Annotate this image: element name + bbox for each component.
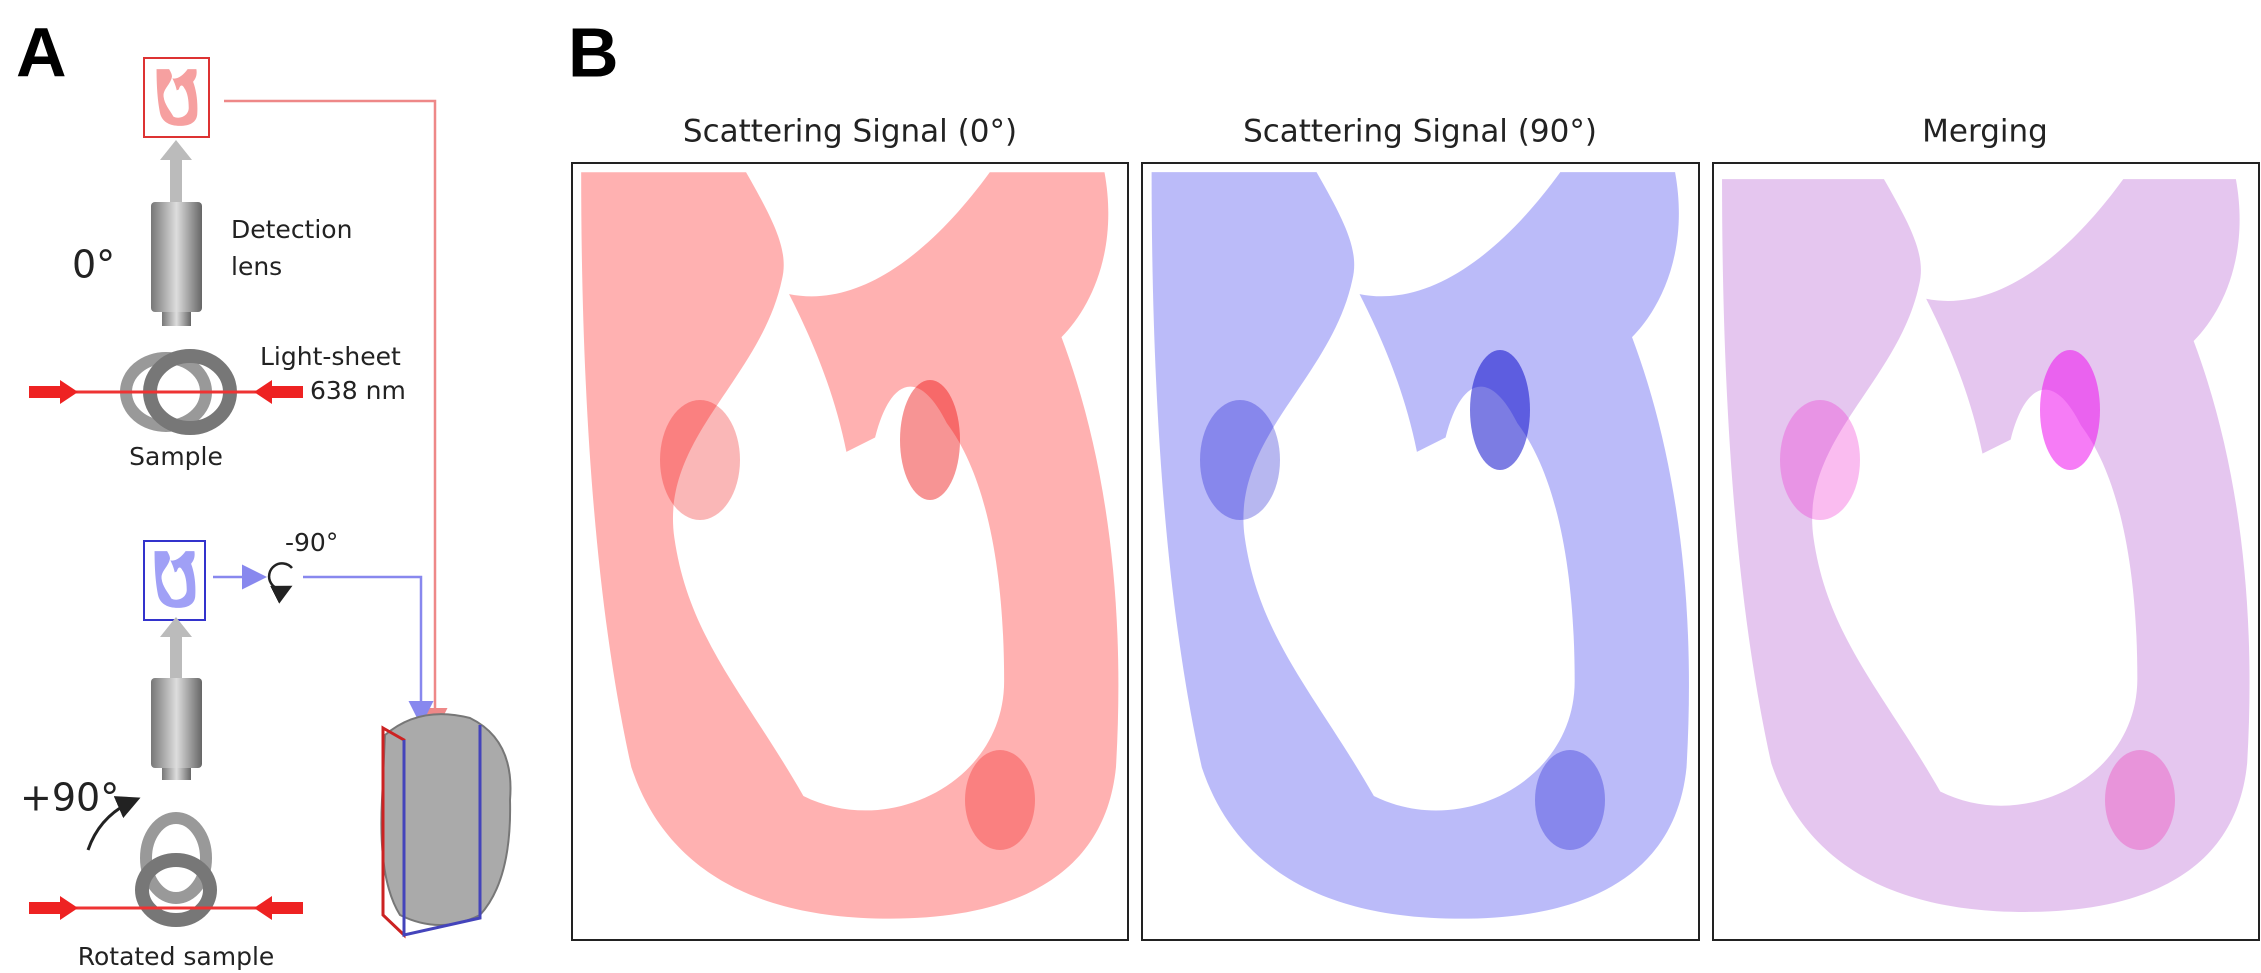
signal xyxy=(660,400,740,520)
arrow xyxy=(29,380,78,404)
signal xyxy=(1535,750,1605,850)
panel-title: Scattering Signal (0°) xyxy=(683,114,1017,150)
text: -90° xyxy=(285,528,338,557)
text: +90° xyxy=(20,776,119,820)
connector xyxy=(224,99,448,733)
connector xyxy=(303,575,434,726)
arrow xyxy=(254,380,303,404)
lens xyxy=(162,768,191,780)
panel-label: B xyxy=(568,13,619,91)
lens xyxy=(162,312,191,326)
arrow-head xyxy=(160,617,192,637)
plane-blue xyxy=(402,725,482,937)
panel-title: Merging xyxy=(1922,114,2048,150)
text: Detection xyxy=(231,215,352,244)
arrow xyxy=(29,896,78,920)
signal xyxy=(1200,400,1280,520)
signal xyxy=(1780,400,1860,520)
lens xyxy=(151,678,202,768)
sample xyxy=(140,812,212,904)
rotate-arrow xyxy=(86,796,141,851)
panel-title: Scattering Signal (90°) xyxy=(1243,114,1597,150)
text: 0° xyxy=(72,243,115,287)
image-panel xyxy=(1141,162,1700,941)
arrow-head xyxy=(160,140,192,160)
text: lens xyxy=(231,252,282,281)
sample xyxy=(135,853,217,927)
image-panel xyxy=(571,162,1129,941)
signal xyxy=(900,380,960,500)
text: Sample xyxy=(129,442,223,471)
text: 638 nm xyxy=(310,376,406,405)
lens xyxy=(151,202,202,312)
image-panel xyxy=(1712,162,2260,941)
rotate-icon xyxy=(267,562,293,604)
signal xyxy=(2040,350,2100,470)
text: Rotated sample xyxy=(78,942,275,971)
signal xyxy=(2105,750,2175,850)
image-thumb-blue xyxy=(143,540,206,621)
signal xyxy=(965,750,1035,850)
text: Light-sheet xyxy=(260,342,401,371)
signal xyxy=(1470,350,1530,470)
heart-3d xyxy=(380,713,512,926)
arrow xyxy=(254,896,303,920)
panel-label: A xyxy=(16,13,67,91)
